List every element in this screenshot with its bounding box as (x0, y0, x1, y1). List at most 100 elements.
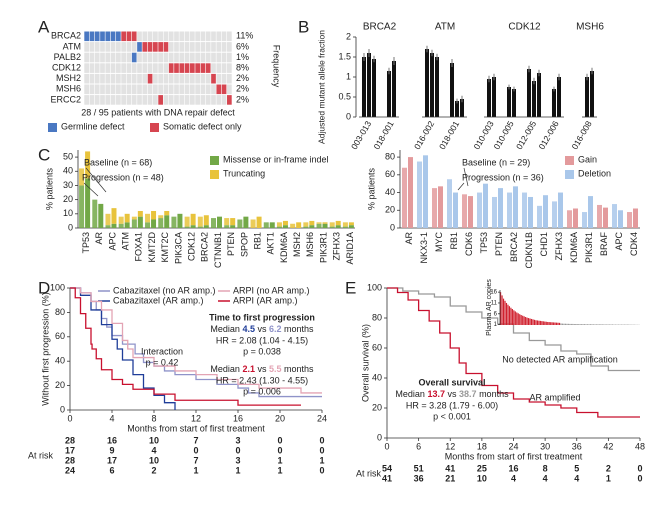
alteration-cell (142, 42, 148, 52)
alteration-cell (205, 95, 211, 105)
bar (98, 203, 104, 228)
alteration-cell (227, 84, 232, 95)
alteration-cell (147, 95, 153, 105)
inset-bar (516, 312, 518, 325)
alteration-cell (163, 73, 169, 84)
alteration-cell (168, 95, 174, 105)
x-axis-label: Months from start of first treatment (445, 451, 583, 461)
alteration-cell (216, 42, 222, 52)
inset-bar (511, 309, 513, 325)
bar (447, 179, 452, 228)
y-axis-label: Frequency (272, 45, 282, 88)
legend-label: Cabazitaxel (no AR amp.) (113, 285, 216, 295)
x-tick-label: APC (107, 232, 117, 251)
alteration-cell (174, 42, 179, 52)
x-tick-label: ATM (121, 232, 131, 250)
x-tick-label: ZFHX3 (554, 232, 564, 261)
y-tick-label: 60 (55, 331, 65, 341)
alteration-cell (110, 52, 116, 63)
alteration-cell (200, 95, 206, 105)
alteration-cell (211, 42, 216, 52)
alteration-cell (153, 95, 158, 105)
alteration-cell (142, 95, 148, 105)
at-risk-count: 0 (277, 435, 282, 445)
alteration-cell (121, 31, 126, 42)
annotation: Baseline (n = 68) (84, 157, 152, 167)
bar (263, 222, 269, 228)
alteration-cell (89, 31, 95, 42)
alteration-cell (110, 63, 116, 73)
bar (282, 220, 288, 226)
x-tick-label: PIK3R1 (318, 232, 328, 263)
bar (217, 216, 222, 228)
x-tick-label: PIK3CA (173, 232, 183, 264)
legend-label: ARPI (no AR amp.) (233, 285, 310, 295)
bar (573, 208, 578, 228)
at-risk-count: 0 (637, 473, 642, 483)
alteration-cell (216, 63, 222, 73)
y-axis-label: Overall survival (%) (360, 324, 370, 402)
alteration-cell (116, 84, 121, 95)
bar (487, 79, 491, 117)
y-tick-label: 0 (60, 404, 65, 414)
alteration-cell (211, 73, 216, 84)
alteration-cell (174, 31, 179, 42)
group-title: MSH6 (576, 22, 604, 33)
bar (558, 192, 563, 228)
bar (316, 223, 322, 228)
x-tick-label: KMT2C (160, 232, 170, 263)
bar (203, 215, 209, 226)
y-tick-label: 1 (346, 71, 351, 81)
alteration-cell (147, 73, 153, 84)
alteration-cell (121, 73, 126, 84)
alteration-cell (221, 95, 227, 105)
at-risk-count: 16 (107, 435, 117, 445)
inset-bar (545, 321, 547, 325)
x-tick-label: 18 (477, 441, 487, 451)
at-risk-count: 54 (382, 463, 392, 473)
inset-bar (553, 322, 555, 325)
sample-label: 003-013 (349, 119, 373, 151)
inset-bar (588, 324, 590, 325)
bar (342, 226, 348, 228)
bar (151, 219, 157, 228)
alteration-cell (89, 73, 95, 84)
x-tick-label: BRCA2 (509, 232, 519, 262)
alteration-cell (200, 84, 206, 95)
y-axis-label: Adjusted mutant allele fraction (316, 30, 326, 144)
alteration-cell (126, 52, 132, 63)
bar (590, 71, 594, 117)
alteration-cell (137, 42, 142, 52)
alteration-cell (227, 63, 232, 73)
alteration-cell (100, 95, 105, 105)
frequency-label: 8% (236, 62, 249, 72)
annotation: Baseline (n = 29) (462, 157, 530, 167)
at-risk-count: 10 (477, 473, 487, 483)
frequency-label: 2% (236, 73, 249, 83)
bar (430, 53, 434, 117)
alteration-cell (163, 63, 169, 73)
alteration-cell (89, 42, 95, 52)
alteration-cell (216, 52, 222, 63)
alteration-cell (131, 95, 137, 105)
inset-bar (586, 324, 589, 325)
alteration-cell (184, 63, 190, 73)
inset-bar (594, 324, 596, 325)
alteration-cell (110, 31, 116, 42)
alteration-cell (190, 84, 195, 95)
at-risk-count: 4 (151, 445, 156, 455)
bar (190, 225, 196, 228)
inset-bar (578, 324, 580, 325)
alteration-cell (100, 52, 105, 63)
inset-bar (554, 322, 556, 325)
bar (230, 225, 236, 228)
x-tick-label: CTNNB1 (213, 232, 223, 268)
legend-label: ARPI (AR amp.) (233, 295, 298, 305)
y-tick-label: 80 (385, 151, 395, 161)
inset-tick-label: 11 (491, 301, 498, 307)
alteration-cell (126, 63, 132, 73)
inset-bar (522, 315, 524, 325)
bar (552, 201, 557, 228)
bar (423, 155, 428, 228)
